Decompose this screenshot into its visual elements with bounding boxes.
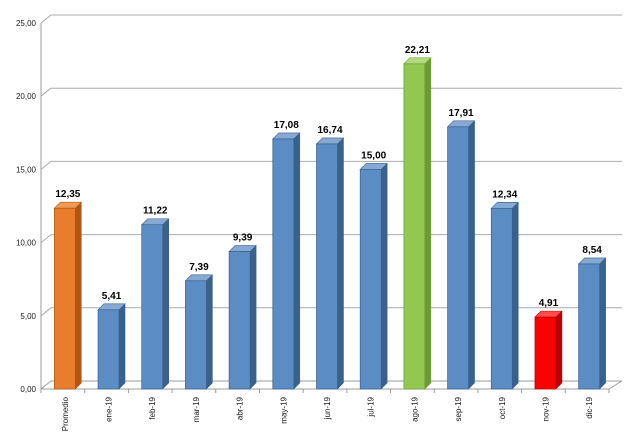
category-label: oct-19 <box>498 396 507 419</box>
bar-front <box>490 207 513 390</box>
category-label: dic-19 <box>585 396 594 418</box>
bar-value-label: 8,54 <box>582 245 602 256</box>
category-label: nov-19 <box>541 396 550 421</box>
bar-front <box>447 126 469 390</box>
category-label: ago-19 <box>410 396 419 421</box>
category-label: sep-19 <box>454 396 463 421</box>
bar-side <box>512 201 519 390</box>
bar-value-label: 4,91 <box>539 298 559 309</box>
bar-side <box>424 57 432 390</box>
bar-front <box>97 309 120 390</box>
category-label: feb-19 <box>148 396 157 419</box>
bar-front <box>228 251 251 390</box>
bar-front <box>141 224 164 390</box>
gridline-connector <box>40 234 52 243</box>
bar-value-label: 22,21 <box>405 45 430 56</box>
bar-front <box>185 280 207 390</box>
bar-value-label: 5,41 <box>102 291 122 302</box>
category-label: Promedio <box>61 396 70 431</box>
bar-value-label: 12,35 <box>55 189 80 200</box>
bar-front <box>534 316 557 390</box>
bar-front <box>578 263 601 390</box>
bar-value-label: 9,39 <box>233 233 253 244</box>
bar-front <box>403 63 426 390</box>
bar-value-label: 12,34 <box>492 189 517 200</box>
bar-side <box>337 137 344 390</box>
bar-side <box>293 132 301 390</box>
y-axis-label: 0,00 <box>20 385 36 394</box>
bar-side <box>249 244 257 390</box>
bar-value-label: 15,00 <box>361 150 386 161</box>
bar-front <box>272 138 295 390</box>
category-label: jul-19 <box>367 396 376 417</box>
bar-front <box>53 207 76 390</box>
category-label: may-19 <box>279 396 288 423</box>
y-axis-label: 15,00 <box>16 165 37 174</box>
bar-value-label: 17,08 <box>274 120 299 131</box>
category-label: abr-19 <box>236 396 245 420</box>
category-label: ene-19 <box>105 396 114 421</box>
y-axis-label: 25,00 <box>16 19 37 28</box>
category-label: jun-19 <box>323 396 332 420</box>
bar-side <box>206 274 213 390</box>
bar-side <box>75 201 82 390</box>
bar-value-label: 11,22 <box>143 206 168 217</box>
bar-side <box>555 310 563 390</box>
bar-side <box>468 120 475 390</box>
bar-value-label: 16,74 <box>317 125 342 136</box>
bar-side <box>599 257 606 390</box>
gridline-connector <box>40 87 52 97</box>
y-axis-label: 10,00 <box>16 239 37 248</box>
bar-side <box>118 303 126 390</box>
gridline-connector <box>40 307 52 317</box>
floor-right-edge <box>608 380 623 390</box>
y-axis-label: 20,00 <box>16 92 37 101</box>
bar-front <box>316 143 338 390</box>
bar-value-label: 17,91 <box>449 108 474 119</box>
floor-left-edge <box>40 380 52 390</box>
bar-side <box>162 218 169 390</box>
gridline-connector <box>40 14 52 24</box>
category-label: mar-19 <box>192 396 201 422</box>
y-axis-label: 5,00 <box>20 312 36 321</box>
gridline-connector <box>40 161 52 170</box>
bar-value-label: 7,39 <box>189 262 209 273</box>
bar-front <box>359 169 382 390</box>
bar-side <box>380 162 388 390</box>
